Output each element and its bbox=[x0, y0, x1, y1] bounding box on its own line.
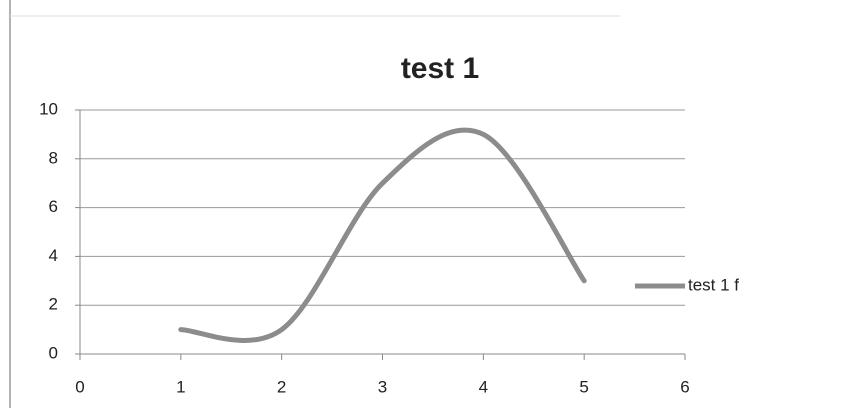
y-tick-label: 0 bbox=[49, 343, 58, 362]
y-tick-label: 10 bbox=[39, 99, 58, 118]
x-tick-label: 1 bbox=[176, 377, 185, 396]
x-tick-label: 6 bbox=[680, 377, 689, 396]
y-tick-label: 8 bbox=[49, 148, 58, 167]
x-tick-label: 2 bbox=[277, 377, 286, 396]
chart-title: test 1 bbox=[401, 52, 479, 85]
legend-label: test 1 f bbox=[688, 275, 739, 294]
x-tick-label: 0 bbox=[75, 377, 84, 396]
x-tick-label: 3 bbox=[378, 377, 387, 396]
y-tick-label: 4 bbox=[49, 246, 58, 265]
x-tick-label: 4 bbox=[479, 377, 488, 396]
x-tick-label: 5 bbox=[579, 377, 588, 396]
data-line bbox=[178, 127, 587, 343]
y-tick-label: 6 bbox=[49, 197, 58, 216]
y-tick-label: 2 bbox=[49, 295, 58, 314]
